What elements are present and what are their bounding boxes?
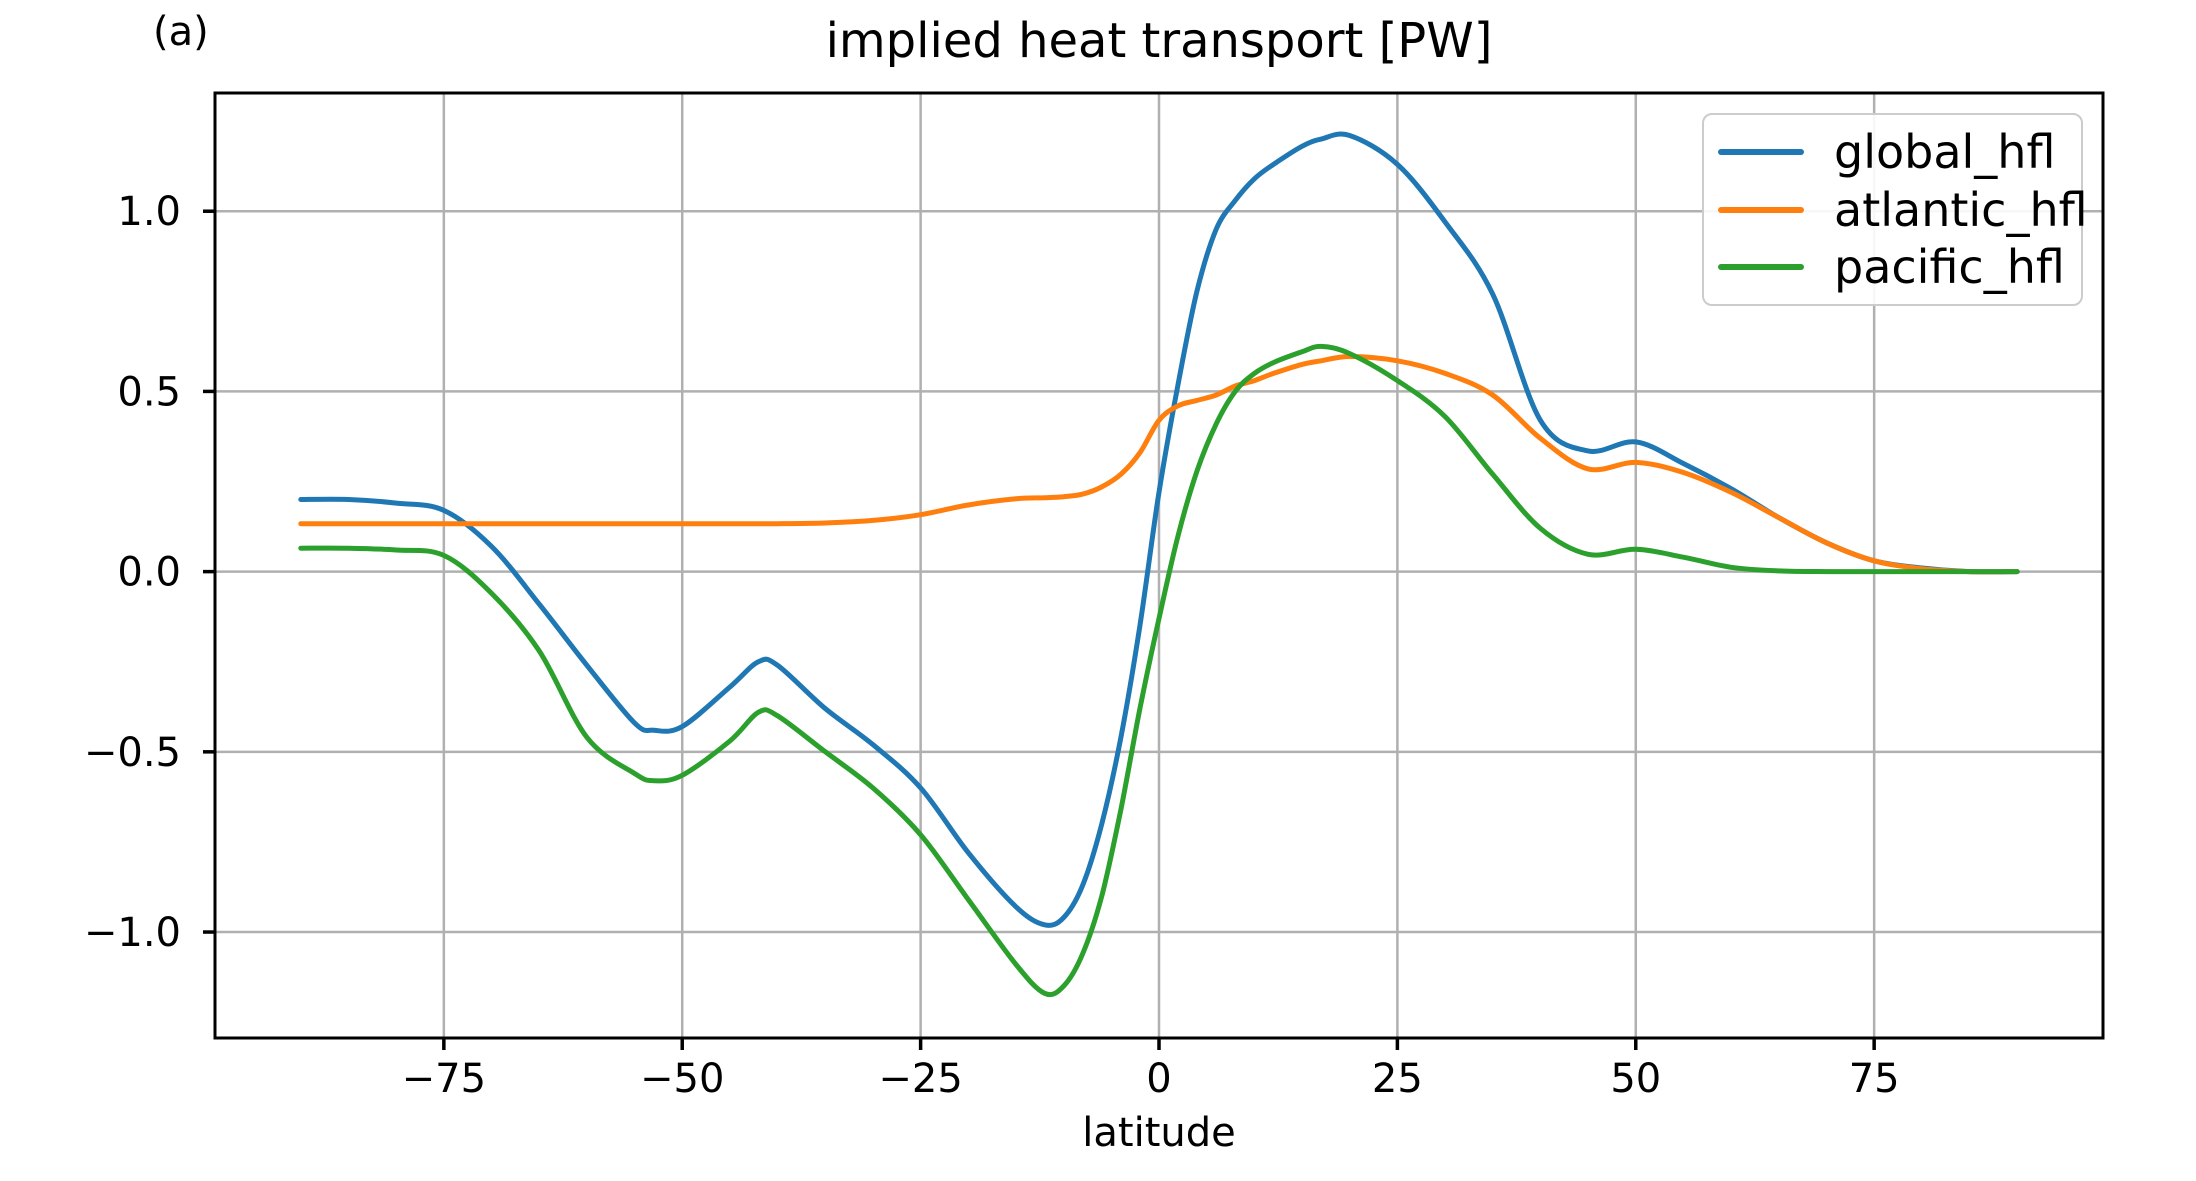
legend-swatch-global-line: [1718, 148, 1804, 155]
legend: global_hfl atlantic_hfl pacific_hfl: [1702, 113, 2088, 306]
legend-item-atlantic: atlantic_hfl: [1718, 187, 2088, 233]
chart-title: implied heat transport [PW]: [825, 13, 1493, 69]
series-line-pacific_hfl: [298, 343, 2020, 998]
legend-label: global_hfl: [1834, 124, 2056, 179]
legend-label: pacific_hfl: [1834, 240, 2065, 295]
legend-label: atlantic_hfl: [1834, 182, 2088, 237]
y-tick-label: −0.5: [84, 730, 181, 776]
x-tick-label: 50: [1610, 1056, 1661, 1102]
series-line-global_hfl: [298, 131, 2020, 928]
x-tick-label: −50: [640, 1056, 724, 1102]
y-tick-label: −1.0: [84, 910, 181, 956]
y-tick-label: 0.5: [117, 369, 181, 415]
x-tick-label: 25: [1372, 1056, 1423, 1102]
panel-label: (a): [153, 9, 209, 55]
series-line-atlantic_hfl: [298, 354, 2020, 575]
x-tick-label: 0: [1146, 1056, 1171, 1102]
legend-swatch-atlantic-line: [1718, 206, 1804, 213]
legend-swatch-pacific-line: [1718, 264, 1804, 271]
x-tick-label: 75: [1849, 1056, 1900, 1102]
x-tick-label: −25: [878, 1056, 962, 1102]
legend-item-pacific: pacific_hfl: [1718, 244, 2081, 290]
y-tick-label: 1.0: [117, 189, 181, 235]
x-tick-label: −75: [402, 1056, 486, 1102]
y-tick-label: 0.0: [117, 550, 181, 596]
legend-item-global: global_hfl: [1718, 129, 2081, 175]
x-axis-label: latitude: [1082, 1110, 1236, 1156]
